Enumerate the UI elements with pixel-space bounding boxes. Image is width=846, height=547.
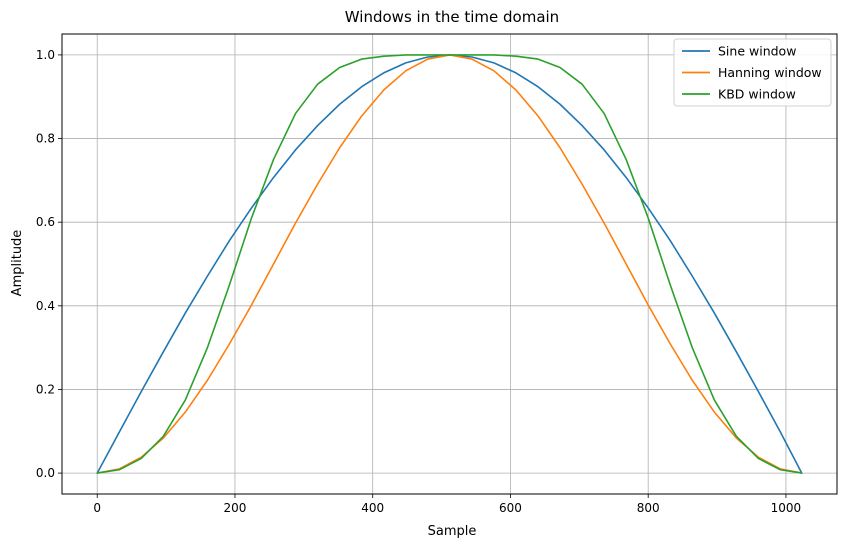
y-tick-label: 0.8 [36, 132, 55, 146]
x-tick-label: 200 [224, 501, 247, 515]
legend: Sine window Hanning window KBD window [673, 38, 832, 107]
y-tick-label: 0.4 [36, 299, 55, 313]
chart-title: Windows in the time domain [345, 8, 559, 26]
x-tick-label: 0 [93, 501, 101, 515]
y-axis-label: Amplitude [10, 230, 25, 297]
grid [62, 34, 837, 494]
axis-ticks: 0 200 400 600 800 1000 0.0 0.2 0.4 0.6 0.8 1.0 [36, 48, 801, 515]
plot-frame [61, 33, 838, 495]
x-tick-label: 800 [637, 501, 660, 515]
y-tick-label: 0.6 [36, 215, 55, 229]
legend-entry: Sine window [718, 44, 796, 59]
legend-entry: Hanning window [718, 65, 822, 80]
x-tick-label: 400 [361, 501, 384, 515]
legend-box [673, 38, 832, 107]
series-lines [96, 54, 803, 474]
x-axis-label: Sample [428, 524, 477, 539]
y-tick-label: 0.2 [36, 382, 55, 396]
legend-entry: KBD window [718, 87, 796, 102]
y-tick-label: 1.0 [36, 48, 55, 62]
x-tick-label: 600 [499, 501, 522, 515]
x-tick-label: 1000 [771, 501, 802, 515]
y-tick-label: 0.0 [36, 466, 55, 480]
kbd-window-line [96, 54, 803, 474]
